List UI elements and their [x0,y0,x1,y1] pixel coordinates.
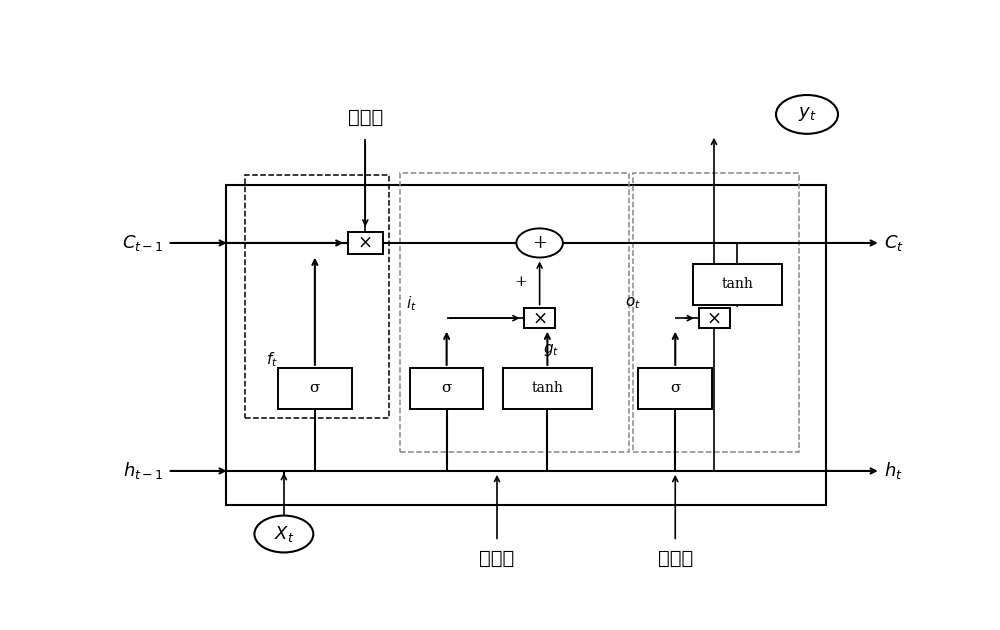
Text: +: + [532,234,547,252]
Circle shape [254,515,313,553]
Text: ×: × [532,309,547,327]
Bar [348,232,383,254]
Bar [410,368,483,409]
Text: σ: σ [441,382,452,396]
Bar [693,263,782,305]
Text: $C_{t-1}$: $C_{t-1}$ [122,233,164,253]
Bar [698,309,730,328]
Circle shape [776,95,838,134]
Bar [638,368,712,409]
Text: 输入门: 输入门 [479,549,515,568]
Bar [400,173,629,452]
Bar [633,173,799,452]
Text: tanh: tanh [531,382,563,396]
Text: $C_t$: $C_t$ [885,233,904,253]
Text: $g_t$: $g_t$ [543,341,559,358]
Text: 输出门: 输出门 [658,549,693,568]
Text: σ: σ [310,382,320,396]
Text: 遗忘门: 遗忘门 [348,108,383,127]
Text: ×: × [358,234,373,252]
Text: ×: × [706,309,722,327]
Bar [245,175,388,418]
Text: $o_t$: $o_t$ [625,295,641,311]
Text: tanh: tanh [721,277,753,291]
Text: $h_{t-1}$: $h_{t-1}$ [123,461,164,481]
Text: $X_t$: $X_t$ [274,524,294,544]
Bar [503,368,592,409]
Bar [278,368,352,409]
Text: $y_t$: $y_t$ [798,105,816,123]
Text: +: + [514,275,527,289]
Text: $f_t$: $f_t$ [266,350,278,369]
Text: $i_t$: $i_t$ [406,294,417,313]
Circle shape [516,229,563,258]
Bar [524,309,555,328]
Text: $h_t$: $h_t$ [885,461,903,481]
Text: σ: σ [670,382,680,396]
Bar [226,185,826,505]
